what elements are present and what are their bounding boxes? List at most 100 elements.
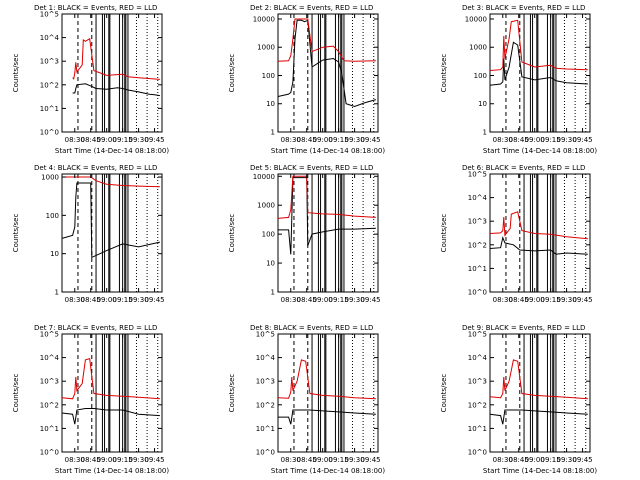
y-tick-label: 10^0 (468, 289, 487, 297)
x-axis-label: Start Time (14-Dec-14 08:18:00) (483, 467, 597, 475)
x-tick-label: 09:15 (541, 296, 561, 304)
y-tick-label: 100 (474, 72, 487, 80)
panel-det-7: Det 7: BLACK = Events, RED = LLD 08:3008:… (12, 324, 169, 475)
x-tick-label: 08:30 (493, 136, 513, 144)
y-axis-label: Counts/sec (12, 54, 20, 93)
y-tick-label: 1 (271, 129, 275, 137)
x-tick-label: 09:45 (144, 136, 164, 144)
events-series-line (278, 177, 376, 255)
y-tick-label: 1000 (469, 44, 487, 52)
x-tick-label: 08:45 (81, 136, 101, 144)
y-tick-label: 10^1 (256, 425, 275, 433)
y-tick-label: 1000 (257, 202, 275, 210)
y-axis-label: Counts/sec (440, 374, 448, 413)
x-tick-label: 08:45 (509, 136, 529, 144)
x-tick-label: 09:15 (541, 136, 561, 144)
y-tick-label: 10^5 (468, 331, 487, 339)
x-tick-label: 08:30 (493, 296, 513, 304)
x-tick-label: 08:45 (297, 456, 317, 464)
x-tick-label: 09:30 (557, 136, 577, 144)
x-tick-label: 08:45 (509, 456, 529, 464)
x-tick-label: 09:00 (525, 136, 545, 144)
panel-title: Det 5: BLACK = Events, RED = LLD (250, 164, 373, 172)
y-tick-label: 10^0 (40, 449, 59, 457)
y-tick-label: 10 (50, 250, 59, 258)
x-tick-label: 09:30 (129, 456, 149, 464)
y-axis-label: Counts/sec (228, 374, 236, 413)
x-tick-label: 09:30 (129, 296, 149, 304)
x-tick-label: 09:15 (113, 456, 133, 464)
y-tick-label: 10^4 (468, 194, 488, 202)
y-tick-label: 10^2 (468, 241, 487, 249)
y-tick-label: 1 (271, 289, 275, 297)
x-tick-label: 09:45 (360, 136, 380, 144)
lld-series-line (489, 211, 588, 240)
y-tick-label: 10^1 (468, 265, 487, 273)
x-tick-label: 08:30 (281, 296, 301, 304)
y-tick-label: 10 (266, 260, 275, 268)
x-tick-label: 08:30 (493, 456, 513, 464)
panel-det-5: Det 5: BLACK = Events, RED = LLD 08:3008:… (228, 164, 381, 304)
y-tick-label: 10^5 (256, 331, 275, 339)
x-tick-label: 09:15 (113, 136, 133, 144)
panel-title: Det 3: BLACK = Events, RED = LLD (462, 4, 585, 12)
x-tick-label: 09:45 (360, 456, 380, 464)
x-tick-label: 08:30 (281, 456, 301, 464)
plot-frame (277, 13, 379, 133)
x-axis-label: Start Time (14-Dec-14 08:18:00) (55, 467, 169, 475)
panel-det-9: Det 9: BLACK = Events, RED = LLD 08:3008:… (440, 324, 597, 475)
lld-series-line (489, 19, 588, 71)
panel-det-3: Det 3: BLACK = Events, RED = LLD 08:3008:… (440, 4, 597, 155)
events-series-line (277, 19, 377, 108)
y-tick-label: 10000 (253, 173, 275, 181)
x-tick-label: 09:30 (557, 296, 577, 304)
x-tick-label: 09:45 (360, 296, 380, 304)
events-series-line (489, 236, 588, 255)
y-tick-label: 10^0 (468, 449, 487, 457)
lld-series-line (72, 37, 160, 80)
y-tick-label: 10^1 (468, 425, 487, 433)
x-tick-label: 08:45 (81, 456, 101, 464)
y-tick-label: 10^1 (40, 425, 59, 433)
x-tick-label: 09:30 (345, 136, 365, 144)
y-tick-label: 10^4 (256, 354, 276, 362)
x-tick-label: 08:45 (297, 296, 317, 304)
x-tick-label: 09:30 (557, 456, 577, 464)
y-tick-label: 10^2 (40, 401, 59, 409)
x-tick-label: 09:30 (345, 456, 365, 464)
x-axis-label: Start Time (14-Dec-14 08:18:00) (271, 467, 385, 475)
lld-series-line (277, 18, 376, 62)
x-axis-label: Start Time (14-Dec-14 08:18:00) (483, 147, 597, 155)
y-tick-label: 10^3 (256, 378, 275, 386)
panel-title: Det 1: BLACK = Events, RED = LLD (34, 4, 157, 12)
x-axis-label: Start Time (14-Dec-14 08:18:00) (271, 147, 385, 155)
panel-title: Det 6: BLACK = Events, RED = LLD (462, 164, 585, 172)
panel-title: Det 7: BLACK = Events, RED = LLD (34, 324, 157, 332)
x-tick-label: 08:30 (65, 296, 85, 304)
x-tick-label: 09:00 (97, 456, 117, 464)
x-tick-label: 08:45 (81, 296, 101, 304)
y-tick-label: 10^0 (40, 129, 59, 137)
x-tick-label: 09:45 (144, 296, 164, 304)
y-tick-label: 10^1 (40, 105, 59, 113)
x-tick-label: 08:45 (509, 296, 529, 304)
x-tick-label: 09:30 (345, 296, 365, 304)
panel-det-8: Det 8: BLACK = Events, RED = LLD 08:3008:… (228, 324, 385, 475)
events-series-line (72, 83, 160, 97)
x-tick-label: 09:00 (97, 136, 117, 144)
y-tick-label: 1 (55, 289, 59, 297)
y-tick-label: 100 (262, 231, 275, 239)
y-tick-label: 1000 (257, 44, 275, 52)
x-tick-label: 09:45 (572, 136, 592, 144)
plot-frame (61, 333, 163, 453)
y-tick-label: 10 (478, 100, 487, 108)
panel-title: Det 8: BLACK = Events, RED = LLD (250, 324, 373, 332)
panel-det-1: Det 1: BLACK = Events, RED = LLD 08:3008:… (12, 4, 169, 155)
y-tick-label: 10^0 (256, 449, 275, 457)
plot-frame (277, 333, 379, 453)
panel-det-2: Det 2: BLACK = Events, RED = LLD 08:3008:… (228, 4, 385, 155)
y-tick-label: 10^5 (40, 331, 59, 339)
x-tick-label: 09:00 (525, 456, 545, 464)
x-tick-label: 09:15 (113, 296, 133, 304)
